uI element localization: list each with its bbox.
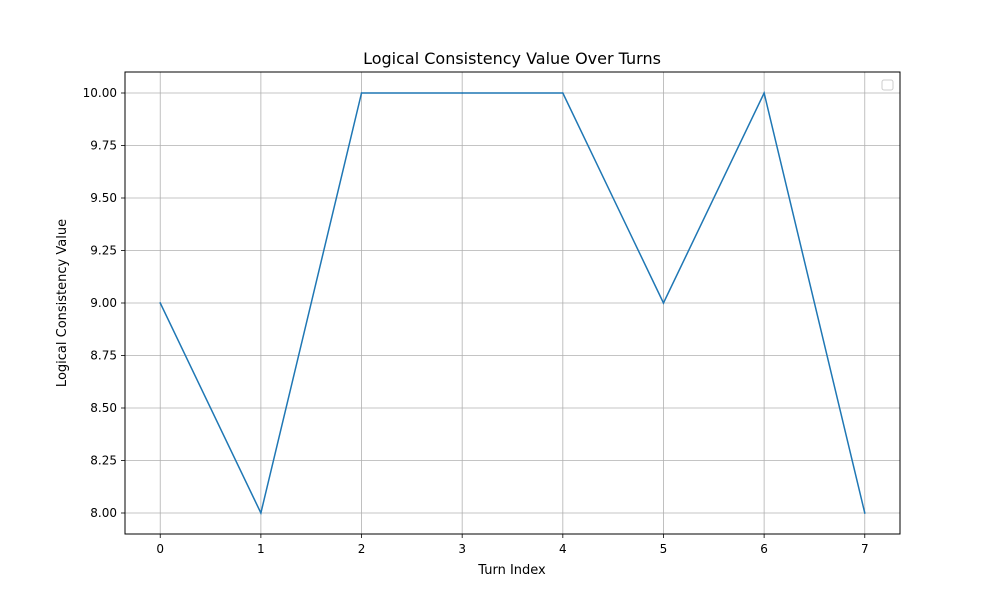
y-tick-label: 8.25	[90, 454, 117, 468]
y-tick-label: 8.75	[90, 349, 117, 363]
x-tick-label: 0	[156, 542, 164, 556]
y-axis-label: Logical Consistency Value	[55, 219, 70, 387]
x-tick-label: 3	[458, 542, 466, 556]
legend-box	[881, 79, 894, 91]
x-tick-label: 4	[559, 542, 567, 556]
data-point	[763, 92, 765, 94]
y-tick-label: 10.00	[83, 86, 117, 100]
x-tick-label: 5	[660, 542, 668, 556]
data-point	[864, 512, 866, 514]
y-tick-label: 9.25	[90, 244, 117, 258]
x-tick-label: 7	[861, 542, 869, 556]
y-tick-label: 9.75	[90, 139, 117, 153]
y-tick-label: 9.00	[90, 296, 117, 310]
grid-lines	[125, 72, 900, 534]
y-tick-label: 8.50	[90, 401, 117, 415]
x-axis-label: Turn Index	[477, 563, 546, 578]
chart-title: Logical Consistency Value Over Turns	[363, 49, 661, 68]
plot-frame	[124, 71, 901, 535]
x-tick-label: 2	[358, 542, 366, 556]
y-tick-label: 9.50	[90, 191, 117, 205]
data-point	[562, 92, 564, 94]
data-point	[260, 512, 262, 514]
x-tick-label: 6	[760, 542, 768, 556]
series-line	[159, 90, 866, 516]
data-point	[461, 92, 463, 94]
data-point	[662, 302, 665, 304]
y-tick-label: 8.00	[90, 506, 117, 520]
axis-ticks: 0 1 2 3 4 5 6 7 8.00 8.25 8.50 8.75 9.00 9.25 9.50 9.75…	[83, 86, 869, 556]
x-tick-label: 1	[257, 542, 265, 556]
data-point	[159, 302, 161, 304]
data-point	[360, 92, 363, 94]
plot-area	[159, 90, 866, 516]
